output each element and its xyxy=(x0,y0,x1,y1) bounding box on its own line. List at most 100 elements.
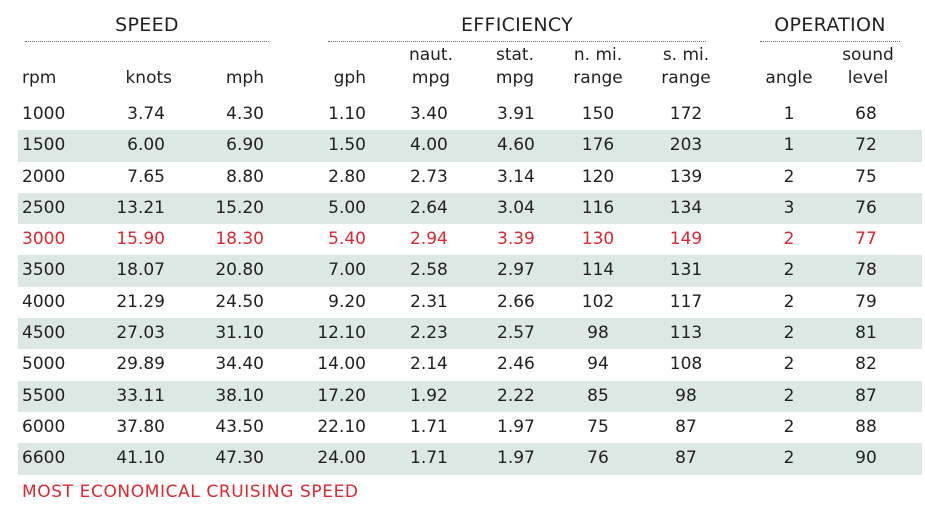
cell-stat-mpg: 3.39 xyxy=(497,229,535,250)
cell-n-mi-range: 176 xyxy=(581,135,615,156)
cell-mph: 34.40 xyxy=(215,354,264,375)
group-title-operation: OPERATION xyxy=(774,14,886,36)
column-header-line: n. mi. xyxy=(573,45,623,65)
cell-rpm: 1500 xyxy=(22,135,66,156)
cell-mph: 20.80 xyxy=(215,260,264,281)
table-row-highlighted: 3000 15.90 18.30 5.40 2.94 3.39 130 149 2 77 xyxy=(18,224,922,255)
cell-naut-mpg: 2.31 xyxy=(410,291,448,312)
cell-stat-mpg: 4.60 xyxy=(497,135,535,156)
cell-s-mi-range: 87 xyxy=(675,448,697,469)
cell-angle: 2 xyxy=(783,354,795,375)
group-title-efficiency: EFFICIENCY xyxy=(460,14,574,36)
cell-stat-mpg: 1.97 xyxy=(497,448,535,469)
cell-mph: 15.20 xyxy=(215,197,264,218)
group-title-speed: SPEED xyxy=(115,14,179,36)
cell-naut-mpg: 2.23 xyxy=(410,323,448,344)
cell-rpm: 4500 xyxy=(22,323,66,344)
cell-angle: 3 xyxy=(783,197,795,218)
cell-gph: 7.00 xyxy=(328,260,366,281)
cell-n-mi-range: 102 xyxy=(581,291,615,312)
cell-stat-mpg: 2.66 xyxy=(497,291,535,312)
cell-sound-level: 88 xyxy=(855,416,877,437)
table-row: 5000 29.89 34.40 14.00 2.14 2.46 94 108 2 82 xyxy=(18,349,922,380)
table-row: 5500 33.11 38.10 17.20 1.92 2.22 85 98 2 87 xyxy=(18,380,922,412)
cell-naut-mpg: 2.94 xyxy=(410,229,448,250)
group-divider-speed xyxy=(25,41,269,42)
cell-sound-level: 68 xyxy=(855,104,877,124)
cell-mph: 6.90 xyxy=(226,135,264,156)
column-header-line: s. mi. xyxy=(662,45,710,65)
cell-rpm: 6000 xyxy=(22,416,66,437)
column-header-line: sound xyxy=(842,45,894,65)
cell-stat-mpg: 3.14 xyxy=(497,166,535,187)
cell-mph: 18.30 xyxy=(215,229,264,250)
footnote-legend: MOST ECONOMICAL CRUISING SPEED xyxy=(22,482,359,502)
cell-rpm: 3000 xyxy=(22,229,66,250)
cell-stat-mpg: 2.46 xyxy=(497,354,535,375)
cell-sound-level: 87 xyxy=(855,385,877,406)
cell-stat-mpg: 2.57 xyxy=(497,323,535,344)
table-row: 4000 21.29 24.50 9.20 2.31 2.66 102 117 2 79 xyxy=(18,287,922,318)
cell-gph: 12.10 xyxy=(317,323,366,344)
cell-naut-mpg: 2.64 xyxy=(410,197,448,218)
cell-n-mi-range: 94 xyxy=(587,354,609,375)
column-header-line: stat. xyxy=(495,45,534,65)
table-row: 3500 18.07 20.80 7.00 2.58 2.97 114 131 2 78 xyxy=(18,255,922,287)
cell-gph: 1.10 xyxy=(328,104,366,124)
column-header-stat-mpg: stat. mpg xyxy=(470,44,560,90)
cell-n-mi-range: 120 xyxy=(581,166,615,187)
cell-naut-mpg: 1.92 xyxy=(410,385,448,406)
cell-stat-mpg: 1.97 xyxy=(497,416,535,437)
column-header-line: mpg xyxy=(411,68,451,88)
column-header-line: rpm xyxy=(22,68,57,88)
column-header-naut-mpg: naut. mpg xyxy=(386,44,476,90)
cell-sound-level: 90 xyxy=(855,448,877,469)
table-row: 1000 3.74 4.30 1.10 3.40 3.91 150 172 1 68 xyxy=(18,99,922,130)
cell-n-mi-range: 150 xyxy=(581,104,615,124)
cell-n-mi-range: 130 xyxy=(581,229,615,250)
cell-rpm: 2500 xyxy=(22,197,66,218)
cell-rpm: 5500 xyxy=(22,385,66,406)
table-row: 2000 7.65 8.80 2.80 2.73 3.14 120 139 2 75 xyxy=(18,162,922,193)
cell-naut-mpg: 1.71 xyxy=(410,416,448,437)
table-row: 6000 37.80 43.50 22.10 1.71 1.97 75 87 2 88 xyxy=(18,412,922,443)
cell-rpm: 3500 xyxy=(22,260,66,281)
cell-sound-level: 75 xyxy=(855,166,877,187)
table-row: 1500 6.00 6.90 1.50 4.00 4.60 176 203 1 72 xyxy=(18,130,922,162)
column-header-line: gph xyxy=(333,68,366,88)
cell-rpm: 5000 xyxy=(22,354,66,375)
cell-angle: 2 xyxy=(783,166,795,187)
cell-knots: 3.74 xyxy=(127,104,165,124)
cell-sound-level: 82 xyxy=(855,354,877,375)
cell-naut-mpg: 1.71 xyxy=(410,448,448,469)
cell-sound-level: 77 xyxy=(855,229,877,250)
cell-s-mi-range: 203 xyxy=(669,135,703,156)
cell-s-mi-range: 108 xyxy=(669,354,703,375)
cell-s-mi-range: 87 xyxy=(675,416,697,437)
cell-sound-level: 78 xyxy=(855,260,877,281)
column-header-n-mi-range: n. mi. range xyxy=(553,44,643,90)
cell-naut-mpg: 3.40 xyxy=(410,104,448,124)
cell-mph: 38.10 xyxy=(215,385,264,406)
data-table: 1000 3.74 4.30 1.10 3.40 3.91 150 172 1 68 1500 6.0… xyxy=(18,99,922,475)
column-header-line: naut. xyxy=(408,45,454,65)
column-header-sound-level: sound level xyxy=(823,44,913,90)
cell-knots: 27.03 xyxy=(116,323,165,344)
cell-n-mi-range: 114 xyxy=(581,260,615,281)
cell-knots: 29.89 xyxy=(116,354,165,375)
cell-sound-level: 79 xyxy=(855,291,877,312)
cell-angle: 1 xyxy=(783,135,795,156)
cell-knots: 37.80 xyxy=(116,416,165,437)
cell-s-mi-range: 117 xyxy=(669,291,703,312)
cell-knots: 18.07 xyxy=(116,260,165,281)
cell-mph: 24.50 xyxy=(215,291,264,312)
cell-n-mi-range: 98 xyxy=(587,323,609,344)
column-header-line: range xyxy=(573,68,623,88)
cell-naut-mpg: 2.58 xyxy=(410,260,448,281)
cell-gph: 5.00 xyxy=(328,197,366,218)
cell-mph: 47.30 xyxy=(215,448,264,469)
cell-rpm: 6600 xyxy=(22,448,66,469)
cell-gph: 1.50 xyxy=(328,135,366,156)
cell-gph: 14.00 xyxy=(317,354,366,375)
cell-angle: 2 xyxy=(783,229,795,250)
